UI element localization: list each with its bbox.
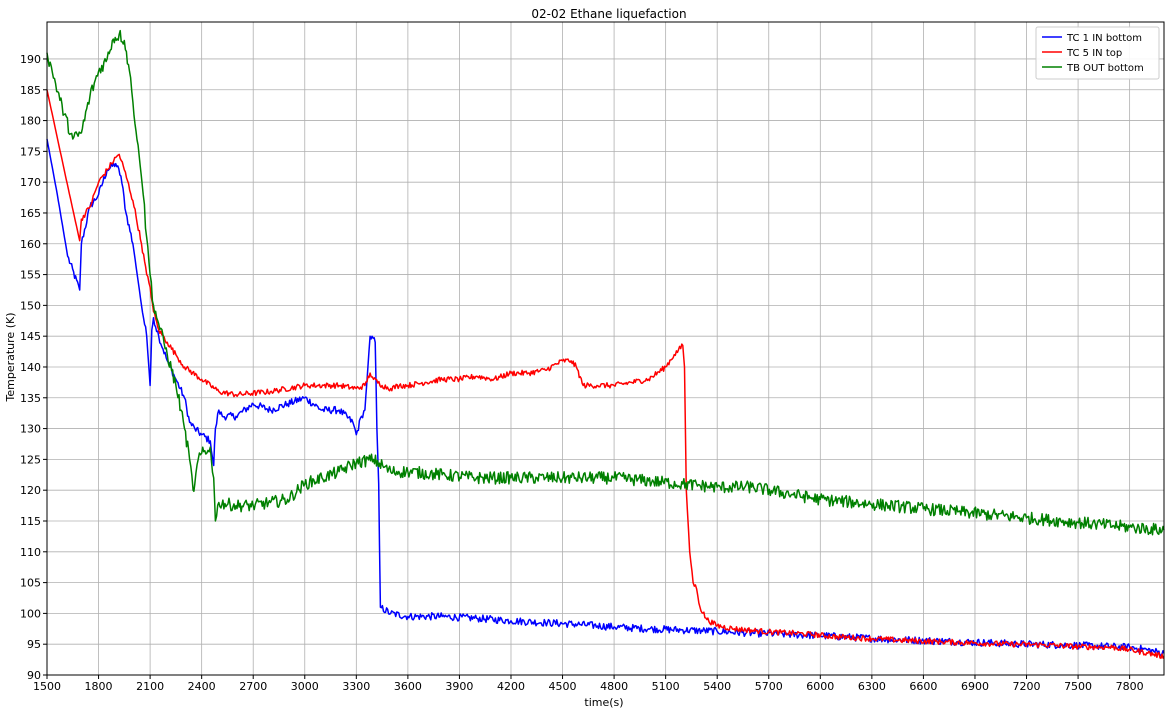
x-tick-label: 2100: [136, 680, 164, 693]
y-tick-label: 120: [20, 484, 41, 497]
y-tick-label: 190: [20, 53, 41, 66]
y-tick-label: 145: [20, 330, 41, 343]
y-tick-label: 160: [20, 238, 41, 251]
y-tick-label: 125: [20, 453, 41, 466]
x-tick-label: 7500: [1064, 680, 1092, 693]
x-tick-label: 4800: [600, 680, 628, 693]
x-tick-label: 1500: [33, 680, 61, 693]
x-tick-label: 6000: [806, 680, 834, 693]
legend-box: [1035, 26, 1160, 80]
series-line: [46, 29, 1165, 536]
y-tick-label: 110: [20, 546, 41, 559]
y-tick-label: 105: [20, 577, 41, 590]
y-tick-label: 175: [20, 145, 41, 158]
x-tick-label: 5700: [755, 680, 783, 693]
axis-ticks: 1500 1800 2100 2400 2700 3000 3300 3600 3900 4200…: [20, 53, 1144, 693]
y-tick-label: 180: [20, 115, 41, 128]
y-tick-label: 185: [20, 84, 41, 97]
y-tick-label: 165: [20, 207, 41, 220]
legend-label: TC 1 IN bottom: [1066, 33, 1142, 44]
x-tick-label: 1800: [85, 680, 113, 693]
y-tick-label: 155: [20, 269, 41, 282]
series-line: [46, 89, 1165, 659]
plot-frame: [46, 21, 1165, 676]
x-tick-label: 3300: [342, 680, 370, 693]
x-tick-label: 6300: [858, 680, 886, 693]
x-axis-label: time(s): [584, 696, 623, 709]
x-tick-label: 5100: [652, 680, 680, 693]
x-tick-label: 6600: [909, 680, 937, 693]
plot-series: [46, 29, 1165, 659]
y-tick-label: 90: [27, 669, 41, 682]
y-tick-label: 135: [20, 392, 41, 405]
x-tick-label: 2700: [239, 680, 267, 693]
legend-label: TB OUT bottom: [1066, 63, 1144, 74]
x-tick-label: 5400: [703, 680, 731, 693]
chart-title: 02-02 Ethane liquefaction: [531, 7, 686, 21]
legend: TC 1 IN bottom TC 5 IN top TB OUT bottom: [1035, 26, 1160, 80]
series-line: [46, 138, 1165, 657]
x-tick-label: 7200: [1013, 680, 1041, 693]
y-tick-label: 95: [27, 638, 41, 651]
y-tick-label: 100: [20, 607, 41, 620]
x-tick-label: 4500: [549, 680, 577, 693]
x-tick-label: 6900: [961, 680, 989, 693]
x-tick-label: 3000: [291, 680, 319, 693]
y-tick-label: 150: [20, 299, 41, 312]
x-tick-label: 3900: [445, 680, 473, 693]
y-tick-label: 115: [20, 515, 41, 528]
legend-label: TC 5 IN top: [1066, 48, 1122, 59]
y-axis-label: Temperature (K): [4, 313, 17, 403]
x-tick-label: 3600: [394, 680, 422, 693]
x-tick-label: 7800: [1116, 680, 1144, 693]
x-tick-label: 4200: [497, 680, 525, 693]
x-tick-label: 2400: [188, 680, 216, 693]
y-tick-label: 140: [20, 361, 41, 374]
y-tick-label: 130: [20, 423, 41, 436]
y-tick-label: 170: [20, 176, 41, 189]
